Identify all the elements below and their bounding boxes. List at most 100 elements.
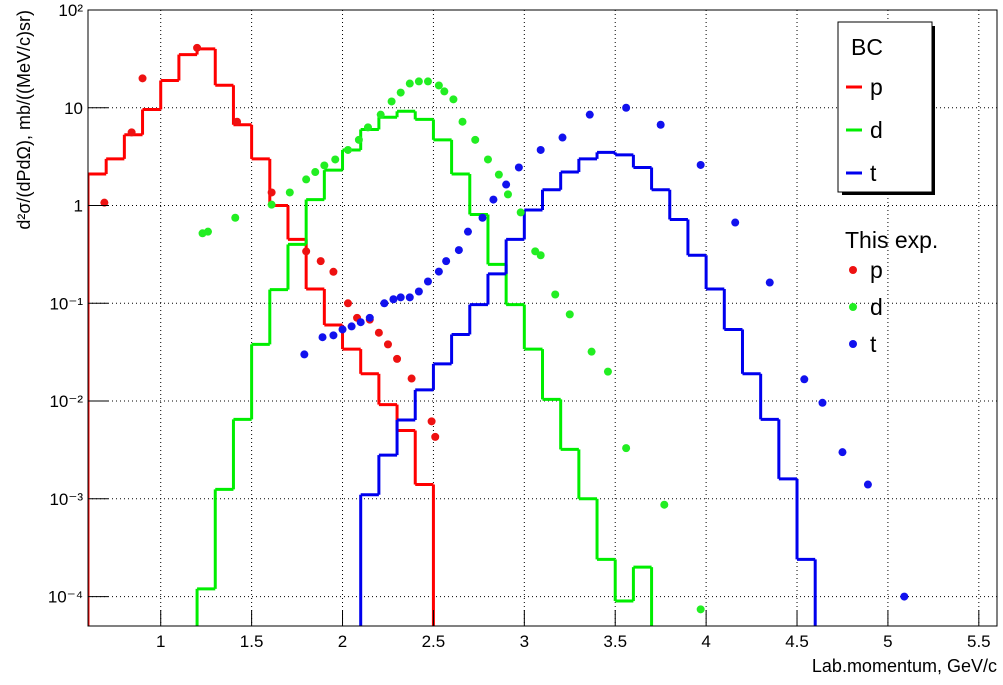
data-point	[365, 313, 374, 322]
legend-swatch	[849, 340, 857, 348]
data-point	[863, 480, 872, 489]
data-point	[765, 278, 774, 287]
data-point	[483, 155, 492, 164]
y-tick-label: 10⁻¹	[49, 294, 83, 313]
x-tick-label: 3.5	[603, 632, 627, 651]
legend-label: t	[870, 331, 877, 357]
y-axis-title: d²σ/(dPdΩ), mb/((MeV/c)sr)	[14, 10, 34, 230]
data-point	[318, 333, 327, 342]
data-point	[622, 103, 631, 112]
data-point	[302, 247, 311, 256]
data-point	[516, 208, 525, 217]
data-point	[233, 117, 242, 126]
data-point	[536, 145, 545, 154]
data-point	[800, 375, 809, 384]
data-point	[203, 227, 212, 236]
data-point	[565, 310, 574, 319]
data-point	[414, 77, 423, 86]
legend-label: d	[870, 117, 883, 143]
legend-title: This exp.	[845, 227, 938, 253]
data-point	[311, 168, 320, 177]
data-point	[463, 227, 472, 236]
data-point	[442, 257, 451, 266]
data-point	[558, 133, 567, 142]
data-point	[356, 318, 365, 327]
y-tick-label: 10²	[58, 1, 83, 20]
data-point	[285, 188, 294, 197]
legend-label: p	[870, 74, 883, 100]
y-tick-label: 10	[64, 99, 83, 118]
data-point	[302, 175, 311, 184]
data-point	[376, 110, 385, 119]
data-point	[396, 88, 405, 97]
x-tick-label: 2.5	[422, 632, 446, 651]
data-point	[656, 120, 665, 129]
data-point	[231, 213, 240, 222]
data-point	[383, 340, 392, 349]
x-tick-label: 4.5	[785, 632, 809, 651]
data-point	[838, 448, 847, 457]
data-point	[494, 170, 503, 179]
legend-shadow	[842, 192, 932, 195]
legend-title: BC	[851, 34, 883, 60]
x-tick-label: 5	[883, 632, 892, 651]
data-point	[380, 299, 389, 308]
y-tick-label: 10⁻⁴	[48, 588, 83, 607]
x-tick-label: 5.5	[967, 632, 991, 651]
data-point	[414, 287, 423, 296]
data-point	[434, 81, 443, 90]
data-point	[587, 347, 596, 356]
x-tick-label: 3	[520, 632, 529, 651]
data-point	[454, 246, 463, 255]
x-tick-label: 1	[156, 632, 165, 651]
x-tick-label: 4	[701, 632, 710, 651]
data-point	[423, 77, 432, 86]
axes: 1 1.5 2 2.5 3 3.5 4 4.5 5 5.5 10⁻⁴ 10⁻³ 10⁻² 10⁻¹ 1 10 1…	[48, 1, 991, 651]
data-point	[660, 500, 669, 509]
data-point	[489, 195, 498, 204]
data-point	[347, 322, 356, 331]
data-point	[440, 87, 449, 96]
plot-area	[88, 43, 909, 626]
legend-box	[837, 21, 933, 193]
data-point	[731, 218, 740, 227]
data-point	[343, 145, 352, 154]
data-point	[900, 592, 909, 601]
data-point	[536, 251, 545, 260]
data-point	[316, 257, 325, 266]
data-point	[329, 331, 338, 340]
data-point	[300, 350, 309, 359]
legend-shadow	[932, 26, 935, 195]
data-point	[427, 417, 436, 426]
data-point	[363, 123, 372, 132]
data-point	[434, 267, 443, 276]
legend-label: t	[870, 160, 877, 186]
data-point	[423, 277, 432, 286]
data-point	[603, 367, 612, 376]
data-point	[100, 198, 109, 207]
data-point	[127, 128, 136, 137]
x-tick-label: 2	[338, 632, 347, 651]
legend-swatch	[849, 266, 857, 274]
data-point	[343, 299, 352, 308]
data-point	[329, 267, 338, 276]
data-point	[514, 163, 523, 172]
frame	[87, 9, 998, 627]
data-point	[622, 444, 631, 453]
data-point	[696, 605, 705, 614]
data-point	[338, 325, 347, 334]
legend-swatch	[849, 303, 857, 311]
data-point	[393, 354, 402, 363]
y-tick-label: 10⁻²	[49, 392, 83, 411]
data-point	[320, 161, 329, 170]
data-point	[193, 43, 202, 52]
data-point	[331, 155, 340, 164]
legend-label: p	[870, 257, 883, 283]
data-point	[354, 135, 363, 144]
data-point	[405, 79, 414, 88]
legend-label: d	[870, 294, 883, 320]
